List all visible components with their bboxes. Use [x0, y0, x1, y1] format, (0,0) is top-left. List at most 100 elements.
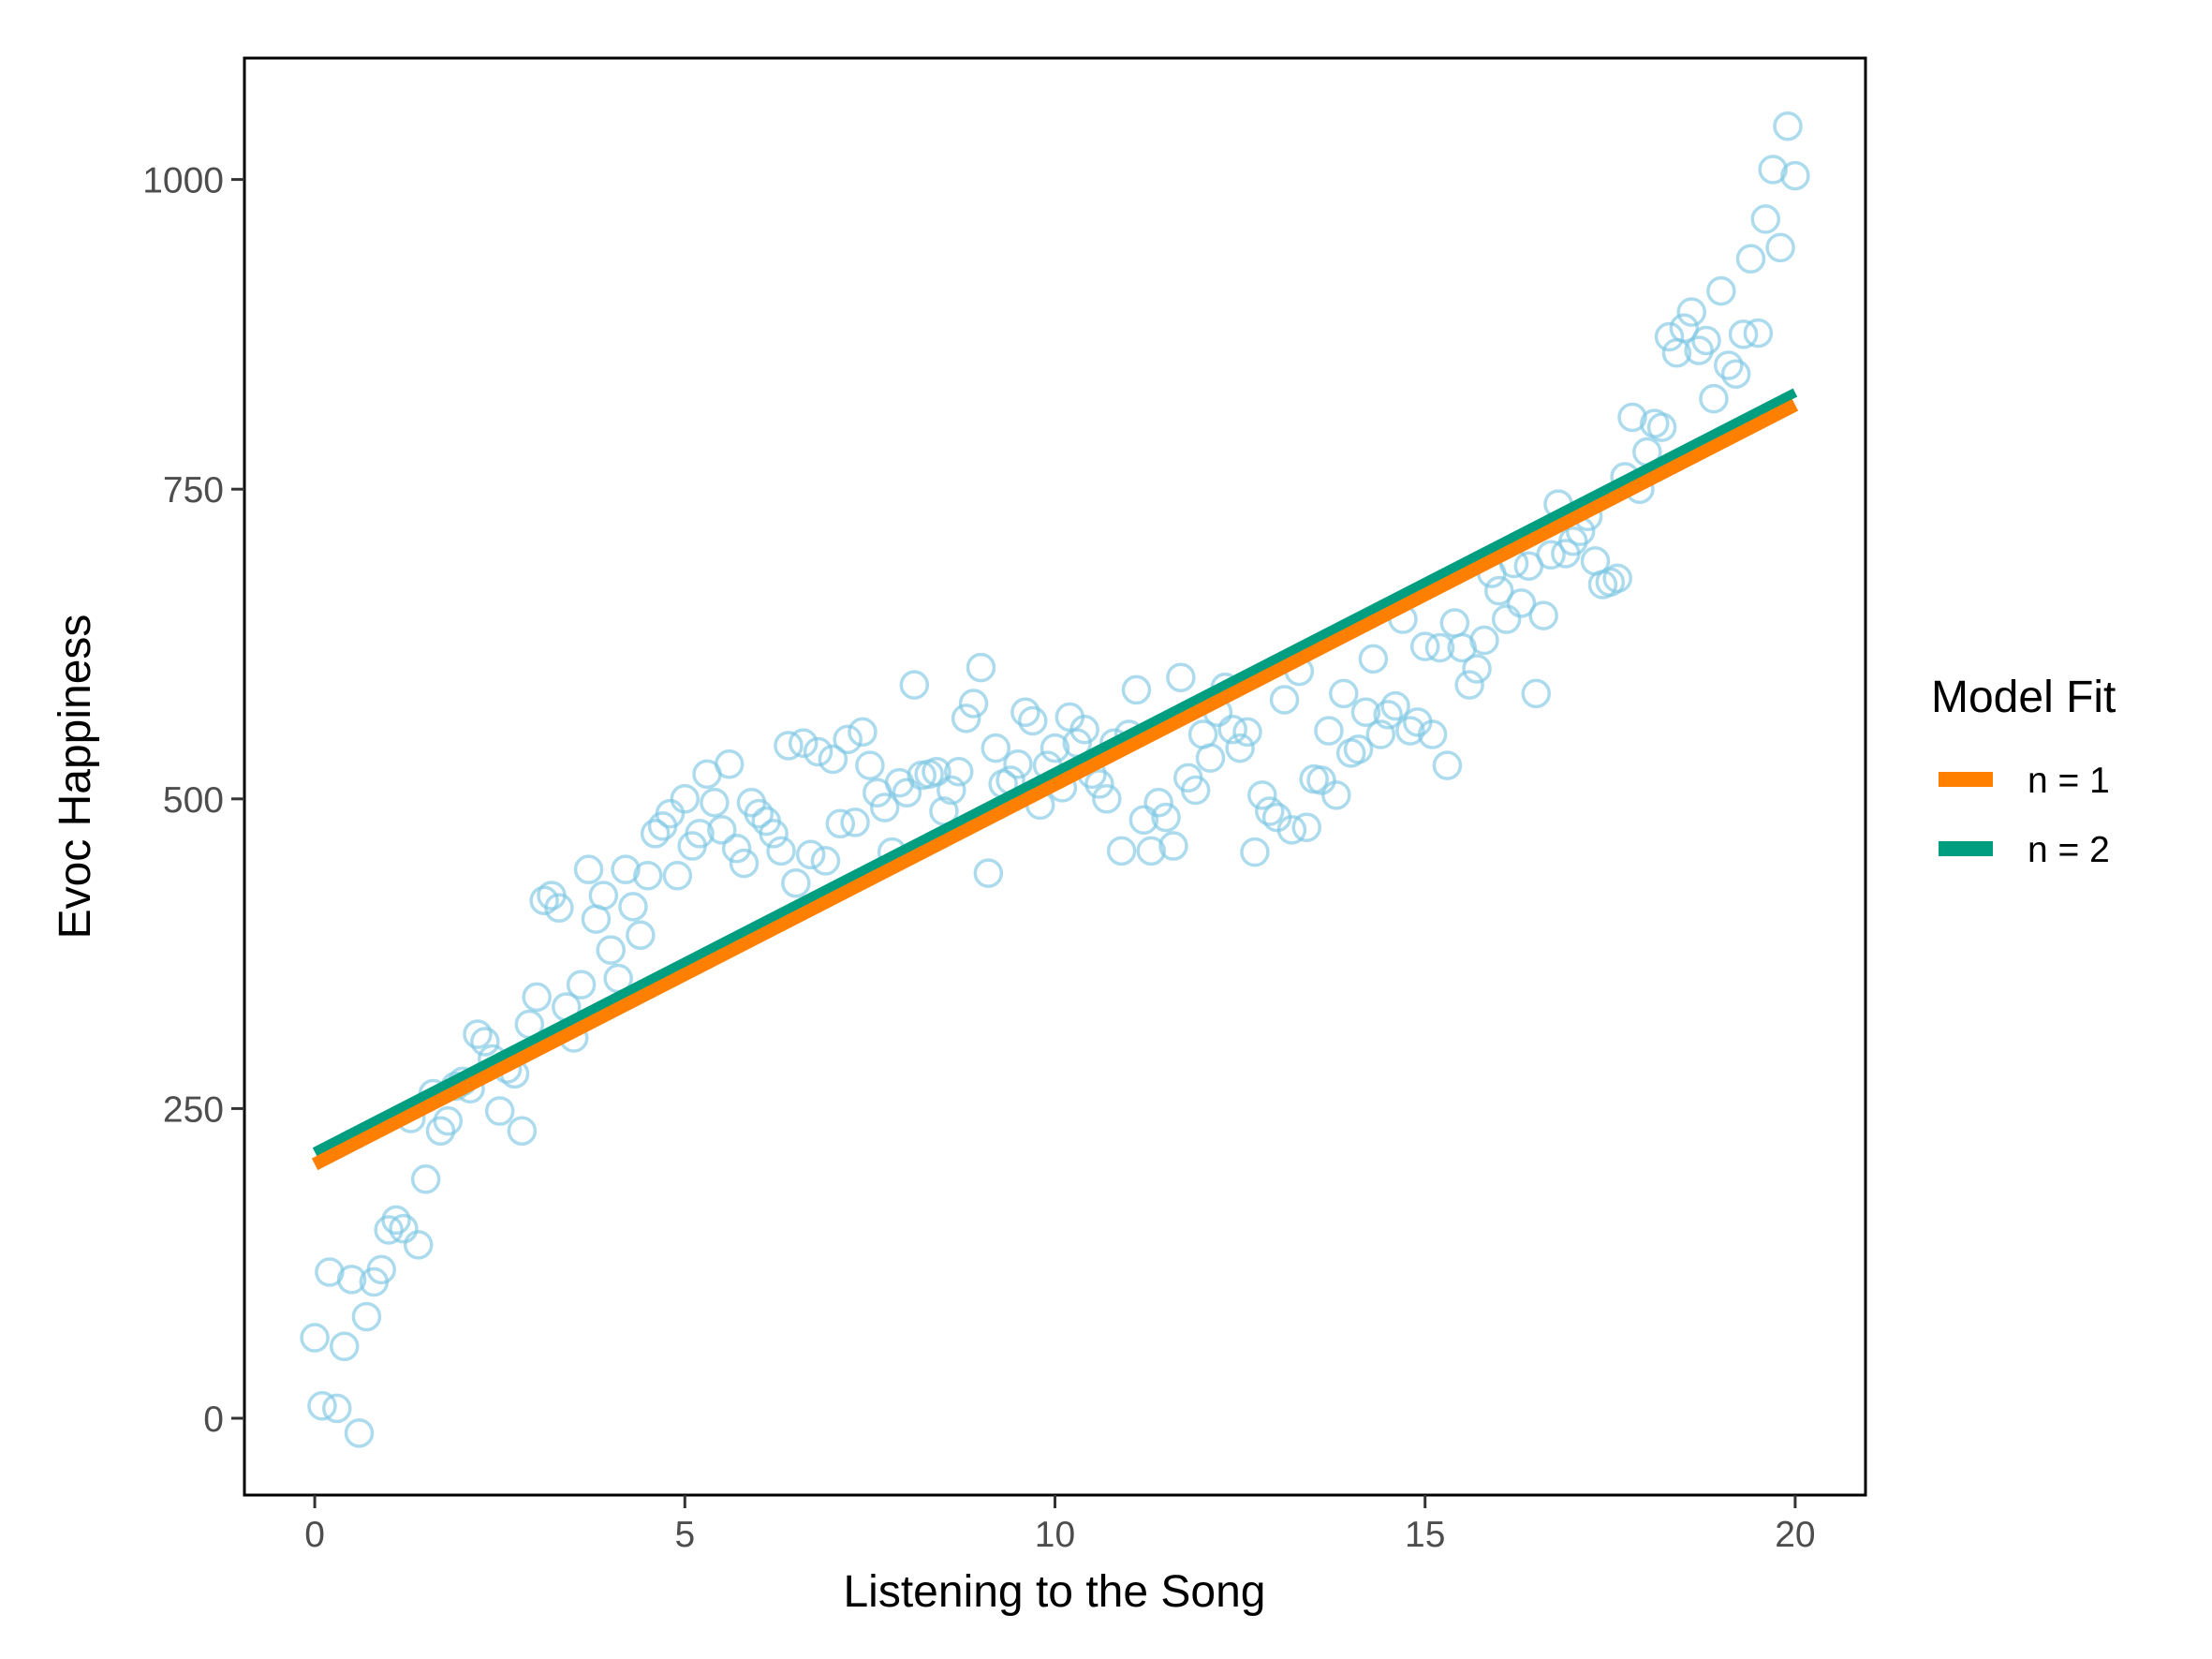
data-point: [1232, 717, 1262, 748]
data-point: [803, 736, 833, 767]
data-point: [899, 670, 930, 700]
data-point: [618, 892, 648, 922]
data-point: [1758, 155, 1788, 185]
data-point: [869, 792, 900, 822]
data-point: [329, 1331, 360, 1362]
data-point: [1128, 805, 1159, 836]
data-point: [344, 1418, 375, 1448]
data-point: [1454, 670, 1484, 700]
data-point: [463, 1019, 493, 1049]
data-point: [892, 778, 922, 807]
data-point: [484, 1096, 515, 1126]
x-tick-label: 20: [1775, 1515, 1815, 1555]
data-point: [1617, 402, 1647, 433]
data-point: [633, 861, 663, 891]
data-point: [544, 893, 574, 923]
data-point: [670, 784, 700, 814]
data-point: [833, 724, 863, 755]
data-point: [707, 815, 737, 845]
data-point: [588, 881, 619, 911]
data-point: [1121, 674, 1152, 705]
data-point: [1780, 160, 1810, 191]
data-point: [640, 819, 671, 849]
data-point: [1506, 588, 1537, 618]
data-point: [529, 885, 559, 915]
data-point: [1069, 714, 1099, 745]
data-point: [1225, 733, 1255, 763]
y-tick-label: 750: [163, 470, 224, 511]
data-point: [470, 1027, 500, 1057]
data-point: [626, 920, 656, 951]
data-point: [1728, 319, 1759, 349]
data-point: [522, 982, 552, 1013]
x-tick-label: 5: [674, 1515, 695, 1555]
data-point: [433, 1105, 464, 1136]
fit-line-n1: [311, 399, 1799, 1171]
data-point: [1409, 631, 1440, 661]
data-point: [1684, 335, 1714, 365]
data-point: [322, 1393, 352, 1424]
data-point: [795, 839, 826, 870]
data-point: [1217, 714, 1247, 745]
data-point: [1240, 837, 1270, 867]
data-point: [1558, 526, 1588, 556]
legend: Model Fit n = 1 n = 2: [1931, 673, 2116, 870]
data-point: [729, 848, 759, 879]
x-tick-label: 0: [304, 1515, 325, 1555]
data-point: [566, 970, 597, 1000]
data-point: [1380, 690, 1410, 721]
data-point: [1003, 749, 1033, 779]
data-point: [840, 807, 870, 837]
data-point: [1195, 743, 1226, 773]
data-point: [1254, 796, 1285, 826]
data-point: [596, 935, 627, 965]
data-point: [781, 867, 811, 898]
data-point: [1676, 297, 1707, 327]
x-tick-label: 10: [1035, 1515, 1075, 1555]
data-point: [1314, 716, 1344, 746]
data-point: [1521, 678, 1552, 709]
data-point: [966, 652, 996, 683]
data-point: [1306, 765, 1336, 795]
data-point: [1646, 412, 1677, 442]
data-point: [1750, 204, 1781, 234]
data-point: [848, 717, 877, 748]
data-point: [336, 1265, 367, 1295]
legend-label-n2: n = 2: [2028, 830, 2110, 870]
data-point: [1691, 325, 1721, 356]
y-tick-label: 0: [203, 1400, 224, 1440]
fit-lines-layer: [311, 388, 1799, 1171]
data-point: [922, 756, 951, 787]
data-point: [1483, 575, 1514, 606]
x-axis: 0 5 10 15 20: [304, 1495, 1816, 1555]
data-point: [1040, 733, 1070, 763]
data-point: [1092, 784, 1122, 814]
points-layer: [300, 111, 1810, 1448]
data-point: [1269, 685, 1300, 715]
data-point: [818, 744, 848, 775]
y-tick-label: 500: [163, 780, 224, 821]
data-point: [655, 798, 686, 829]
data-point: [766, 836, 796, 867]
data-point: [1276, 815, 1307, 845]
data-point: [1010, 697, 1040, 727]
data-point: [714, 749, 745, 779]
x-tick-label: 15: [1405, 1515, 1445, 1555]
data-point: [1432, 750, 1463, 780]
data-point: [1136, 836, 1167, 867]
data-point: [825, 808, 856, 839]
data-point: [366, 1254, 396, 1285]
data-point: [1158, 831, 1188, 861]
data-point: [351, 1301, 382, 1332]
data-point: [958, 689, 989, 718]
data-point: [1291, 812, 1321, 842]
data-point: [855, 750, 885, 780]
data-point: [1462, 654, 1492, 684]
data-point: [1773, 111, 1803, 141]
data-point: [759, 819, 789, 849]
fit-line-n2: [312, 388, 1798, 1157]
data-point: [981, 733, 1011, 763]
data-point: [1018, 705, 1048, 736]
legend-title: Model Fit: [1931, 673, 2116, 722]
